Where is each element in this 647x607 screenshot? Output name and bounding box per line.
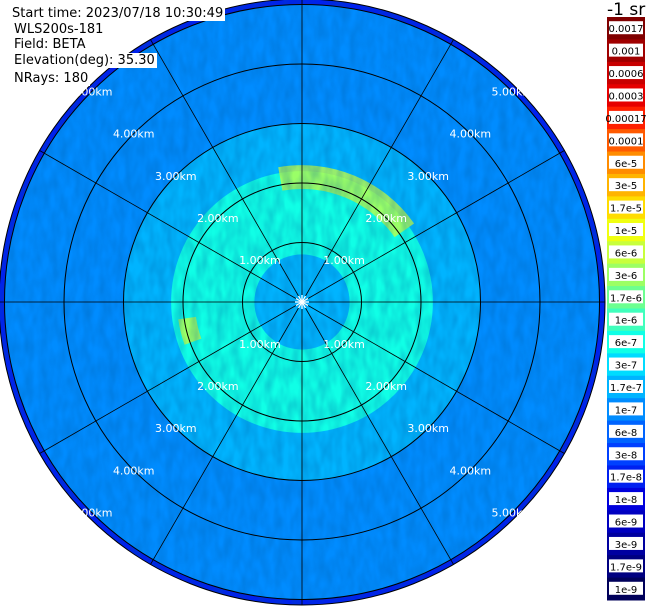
colorbar-tick-label: 0.0006: [609, 69, 644, 80]
ring-label: 3.00km: [407, 170, 449, 183]
colorbar-tick-bg: [609, 402, 643, 416]
spoke-300: [39, 150, 303, 303]
ring-label: 2.00km: [197, 212, 239, 225]
colorbar-tick-label: 1e-6: [615, 316, 638, 327]
spoke-60: [301, 150, 565, 303]
colorbar-tick-bg: [609, 155, 643, 169]
colorbar-tick-bg: [609, 514, 643, 528]
ring-label: 2.00km: [365, 212, 407, 225]
ring-label: 5.00km: [71, 86, 113, 99]
ring-label: 4.00km: [449, 464, 491, 477]
ring-label: 4.00km: [449, 128, 491, 141]
colorbar-tick-label: 6e-7: [615, 338, 638, 349]
colorbar-tick-bg: [609, 581, 643, 595]
ring-label: 1.00km: [323, 338, 365, 351]
colorbar-tick-label: 6e-8: [615, 428, 638, 439]
elevation-label: Elevation(deg): 35.30: [12, 53, 157, 68]
field-label: Field: BETA: [12, 37, 88, 52]
colorbar-tick-bg: [609, 245, 643, 259]
ring-label: 4.00km: [113, 128, 155, 141]
colorbar-tick-label: 1.7e-8: [610, 473, 642, 484]
start-time-label: Start time: 2023/07/18 10:30:49: [10, 6, 226, 21]
ring-label: 1.00km: [239, 338, 281, 351]
colorbar-tick-label: 0.0001: [609, 136, 644, 147]
ring-label: 3.00km: [155, 422, 197, 435]
center-tick: [301, 297, 309, 303]
colorbar-tick-bg: [609, 536, 643, 550]
colorbar-tick-label: 0.0003: [609, 91, 644, 102]
colorbar: 0.0017 0.001 0.0006 0.0003 0.00017 0.0001 6e-5…: [605, 17, 647, 601]
spoke-30: [301, 39, 454, 303]
colorbar-tick-label: 6e-5: [615, 159, 638, 170]
colorbar-tick-label: 0.0017: [609, 24, 644, 35]
spoke-240: [39, 301, 303, 454]
colorbar-tick-bg: [609, 66, 643, 80]
colorbar-tick-bg: [609, 110, 643, 124]
colorbar-tick-bg: [609, 335, 643, 349]
nrays-label: NRays: 180: [12, 71, 91, 86]
colorbar-tick-label: 1.7e-5: [610, 204, 642, 215]
colorbar-tick-label: 1e-7: [615, 405, 638, 416]
colorbar-tick-label: 1e-8: [615, 495, 638, 506]
colorbar-tick-label: 0.00017: [605, 114, 646, 125]
colorbar-tick-label: 1.7e-6: [610, 293, 642, 304]
colorbar-tick-bg: [609, 379, 643, 393]
colorbar-tick-label: 3e-7: [615, 361, 638, 372]
colorbar-tick-label: 1.7e-9: [610, 562, 642, 573]
colorbar-tick-bg: [609, 200, 643, 214]
ring-label: 5.00km: [71, 506, 113, 519]
ring-label: 1.00km: [239, 254, 281, 267]
colorbar-tick-bg: [609, 178, 643, 192]
spoke-330: [150, 39, 303, 303]
ring-labels: 1.00km 1.00km 1.00km 1.00km 2.00km 2.00km 2.00…: [71, 86, 533, 520]
colorbar-tick-label: 3e-8: [615, 450, 638, 461]
colorbar-tick-bg: [609, 492, 643, 506]
ring-label: 4.00km: [113, 464, 155, 477]
spoke-120: [301, 301, 565, 454]
colorbar-tick-bg: [609, 424, 643, 438]
ring-label: 3.00km: [155, 170, 197, 183]
colorbar-tick-bg: [609, 290, 643, 304]
colorbar-tick-label: 1.7e-7: [610, 383, 642, 394]
colorbar-tick-bg: [609, 447, 643, 461]
polar-grid: [0, 0, 606, 606]
ring-label: 2.00km: [365, 380, 407, 393]
colorbar-tick-label: 1e-9: [615, 585, 638, 596]
colorbar-tick-label: 3e-9: [615, 540, 638, 551]
ring-label: 1.00km: [323, 254, 365, 267]
colorbar-tick-bg: [609, 267, 643, 281]
colorbar-tick-label: 6e-9: [615, 518, 638, 529]
colorbar-tick-label: 0.001: [612, 47, 641, 58]
colorbar-tick-bg: [609, 312, 643, 326]
colorbar-tick-bg: [609, 357, 643, 371]
colorbar-tick-bg: [609, 223, 643, 237]
ring-label: 5.00km: [492, 86, 534, 99]
ring-label: 5.00km: [492, 506, 534, 519]
colorbar-unit: -1 sr: [607, 0, 646, 20]
instrument-label: WLS200s-181: [12, 22, 106, 37]
colorbar-tick-label: 3e-5: [615, 181, 638, 192]
colorbar-tick-bg: [609, 559, 643, 573]
colorbar-tick-label: 1e-5: [615, 226, 638, 237]
colorbar-tick-bg: [609, 133, 643, 147]
colorbar-tick-bg: [609, 21, 643, 35]
spoke-210: [150, 301, 303, 565]
colorbar-tick-bg: [609, 469, 643, 483]
colorbar-tick-bg: [609, 88, 643, 102]
colorbar-tick-bg: [609, 43, 643, 57]
ring-label: 3.00km: [407, 422, 449, 435]
colorbar-tick-label: 6e-6: [615, 248, 638, 259]
spoke-150: [301, 301, 454, 565]
colorbar-tick-label: 3e-6: [615, 271, 638, 282]
ring-label: 2.00km: [197, 380, 239, 393]
